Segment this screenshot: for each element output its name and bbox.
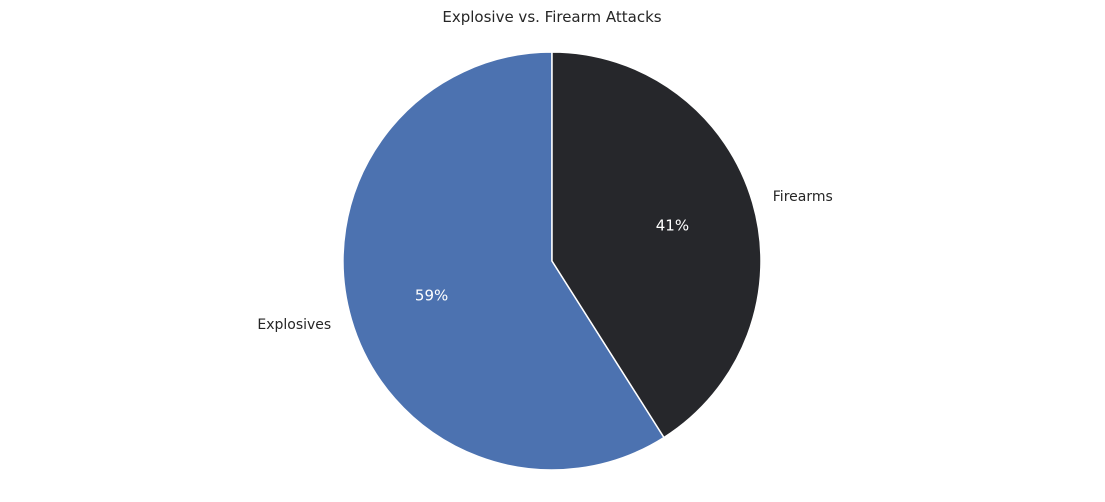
pct-label-explosives: 59% xyxy=(415,286,448,304)
pct-label-firearms: 41% xyxy=(656,217,689,235)
chart-title: Explosive vs. Firearm Attacks xyxy=(442,8,661,26)
pie-labels: Explosives 59% Firearms 41% xyxy=(257,189,832,333)
pie-slice-firearms xyxy=(551,51,762,439)
pie-slices xyxy=(342,51,762,471)
pie-slice-explosives xyxy=(342,51,665,471)
slice-label-firearms: Firearms xyxy=(773,189,833,205)
slice-label-explosives: Explosives xyxy=(257,317,331,333)
